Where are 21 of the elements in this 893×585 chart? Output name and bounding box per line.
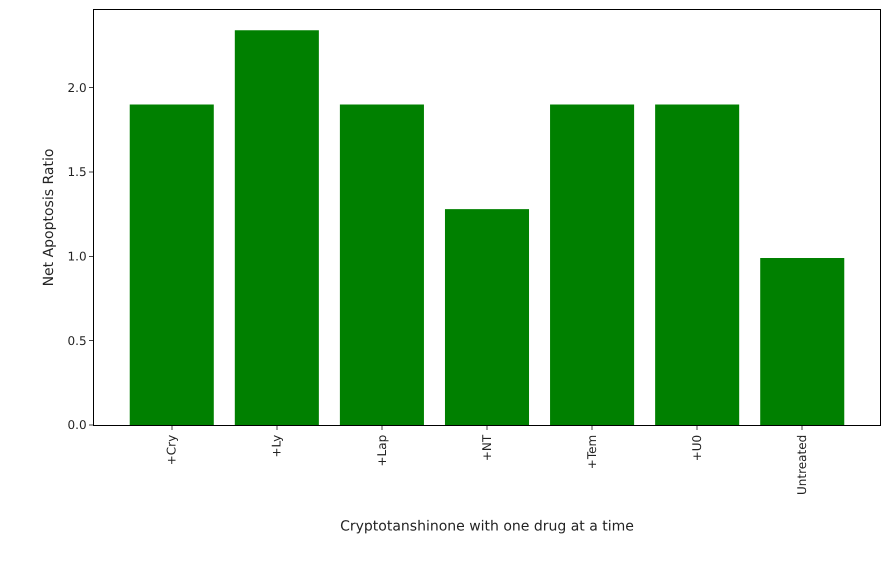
x-tick-label: +Tem	[584, 434, 599, 470]
y-tick-label: 0.5	[68, 334, 87, 348]
bar	[444, 209, 530, 425]
bar	[655, 104, 740, 425]
bar	[130, 104, 214, 425]
y-tick-label: 1.0	[68, 250, 87, 264]
y-axis-title: Net Apoptosis Ratio	[41, 148, 58, 286]
y-tick-label: 2.0	[68, 80, 87, 95]
bar	[760, 258, 844, 425]
y-tick-label: 1.5	[68, 165, 87, 180]
x-tick-label: Untreated	[795, 434, 810, 496]
y-tick-label: 0.0	[68, 418, 87, 432]
x-axis-title: Cryptotanshinone with one drug at a time	[340, 518, 634, 534]
x-tick-label: +Lap	[374, 434, 389, 467]
x-tick-label: +NT	[480, 434, 494, 462]
x-tick-label: +Ly	[270, 434, 284, 458]
bar	[550, 104, 634, 425]
x-tick-label: +Cry	[164, 434, 179, 466]
x-tick-label: +U0	[690, 434, 704, 462]
bar	[340, 104, 424, 425]
bar	[234, 30, 319, 425]
